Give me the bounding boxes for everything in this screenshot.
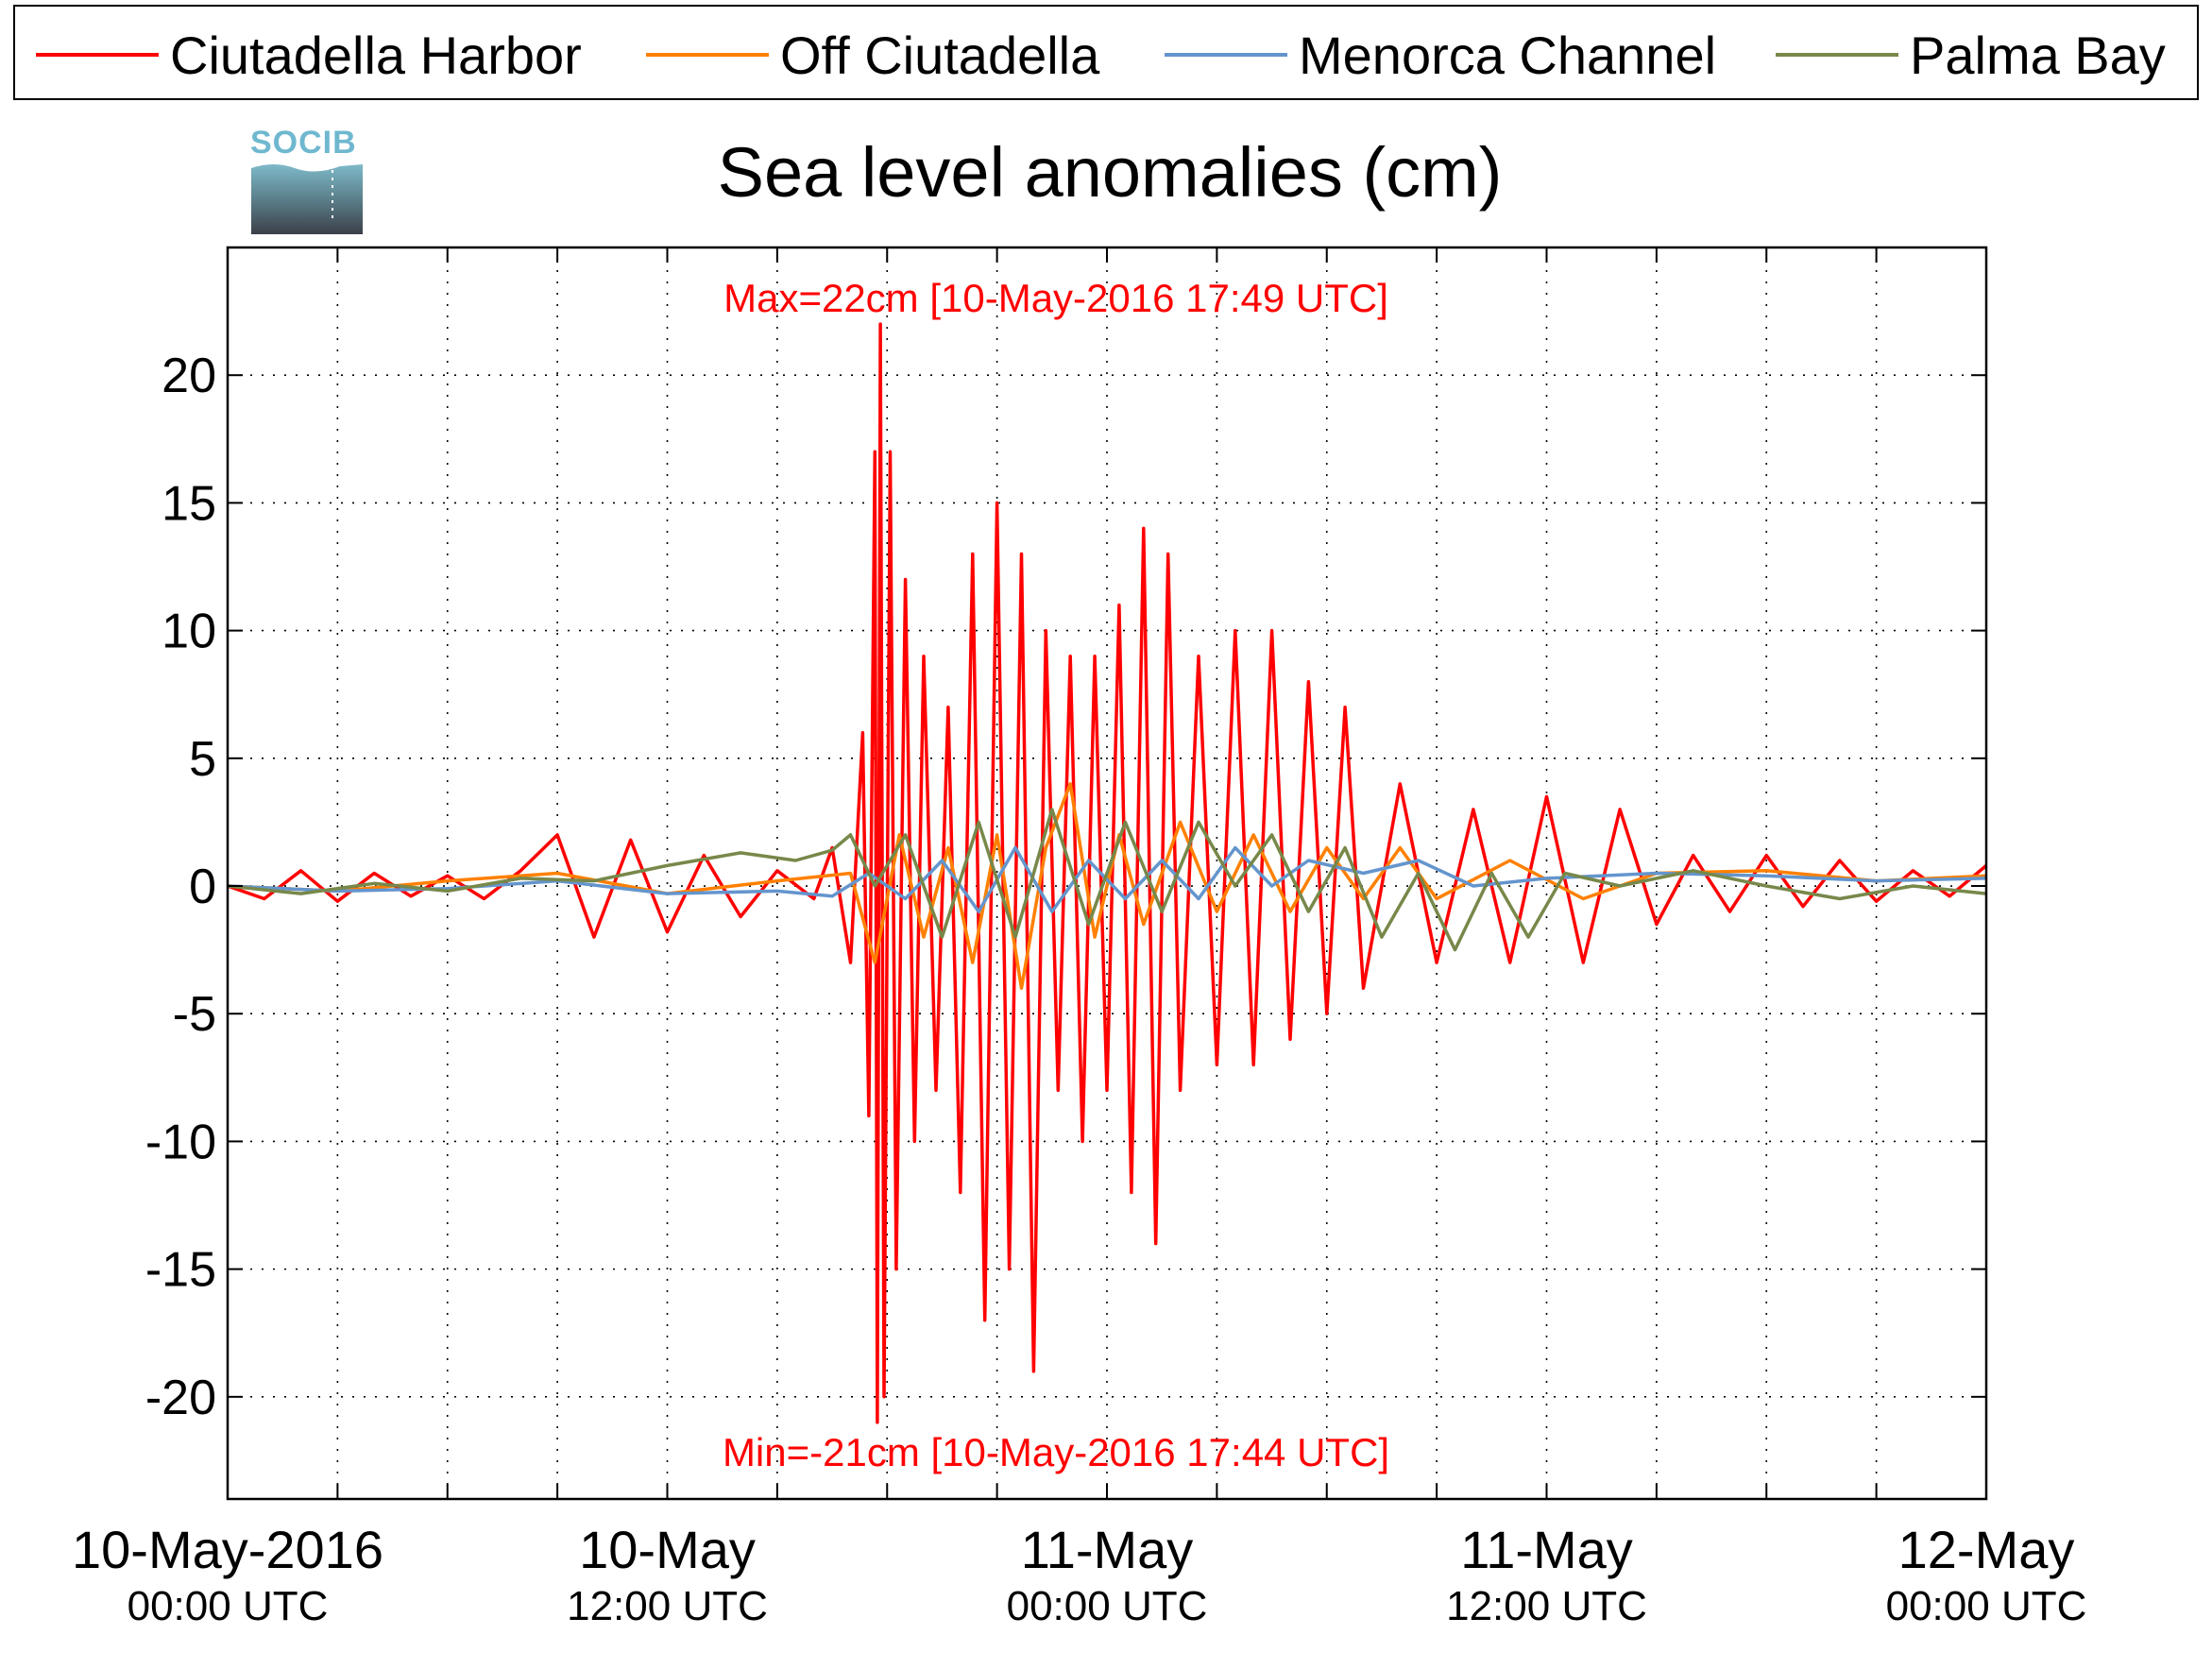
x-tick-label: 10-May	[579, 1520, 756, 1579]
legend: Ciutadella Harbor Off Ciutadella Menorca C…	[13, 5, 2199, 100]
y-tick-label: 15	[162, 476, 216, 531]
y-tick-label: -10	[145, 1115, 216, 1169]
y-tick-label: 5	[189, 732, 216, 787]
x-tick-label: 12-May	[1898, 1520, 2075, 1579]
y-tick-label: 0	[189, 860, 216, 914]
y-tick-label: -20	[145, 1371, 216, 1425]
x-tick-sublabel: 12:00 UTC	[1446, 1583, 1647, 1629]
max-annotation: Max=22cm [10-May-2016 17:49 UTC]	[723, 276, 1388, 320]
series-line-off-ciutadella	[227, 782, 1987, 990]
x-tick-sublabel: 00:00 UTC	[128, 1583, 329, 1629]
y-tick-label: -15	[145, 1243, 216, 1298]
min-annotation: Min=-21cm [10-May-2016 17:44 UTC]	[723, 1430, 1389, 1474]
plot-area	[226, 246, 1988, 1501]
x-tick-sublabel: 12:00 UTC	[567, 1583, 768, 1629]
series-line-ciutadella-harbor	[227, 322, 1988, 1424]
series-line-menorca-channel	[227, 845, 1987, 913]
logo-text: SOCIB	[250, 125, 357, 161]
legend-label: Ciutadella Harbor	[170, 26, 582, 85]
y-axis-labels: 20 15 10 5 0 -5 -10 -15 -20	[145, 349, 216, 1425]
x-tick-sublabel: 00:00 UTC	[1886, 1583, 2087, 1629]
legend-box	[13, 5, 2199, 100]
chart-title: Sea level anomalies (cm)	[718, 133, 1503, 212]
legend-label: Menorca Channel	[1299, 26, 1716, 85]
y-tick-label: 10	[162, 605, 216, 659]
grid-lines	[228, 247, 1986, 1499]
legend-label: Palma Bay	[1910, 26, 2166, 85]
axis-ticks	[227, 247, 1987, 1499]
x-tick-label: 11-May	[1021, 1520, 1194, 1579]
socib-logo: SOCIB	[250, 125, 363, 234]
y-tick-label: -5	[173, 987, 216, 1042]
legend-label: Off Ciutadella	[780, 26, 1100, 85]
y-tick-label: 20	[162, 349, 216, 403]
series-lines	[227, 322, 1988, 1424]
x-tick-label: 11-May	[1460, 1520, 1633, 1579]
logo-wave-shape	[251, 164, 363, 234]
x-tick-label: 10-May-2016	[72, 1520, 383, 1579]
legend-items: Ciutadella Harbor Off Ciutadella Menorca C…	[36, 26, 2166, 85]
series-line-palma-bay	[227, 808, 1987, 952]
x-tick-sublabel: 00:00 UTC	[1007, 1583, 1208, 1629]
